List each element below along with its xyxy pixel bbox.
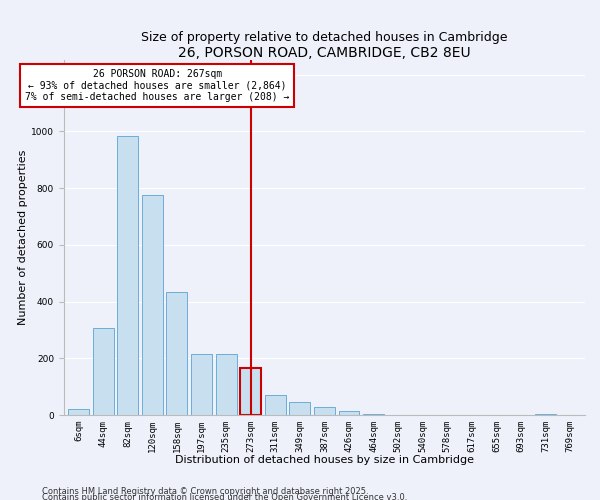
Text: Contains HM Land Registry data © Crown copyright and database right 2025.: Contains HM Land Registry data © Crown c…: [42, 487, 368, 496]
Bar: [314, 406, 335, 415]
X-axis label: Distribution of detached houses by size in Cambridge: Distribution of detached houses by size …: [175, 455, 474, 465]
Bar: [142, 195, 163, 415]
Bar: [363, 414, 384, 415]
Y-axis label: Number of detached properties: Number of detached properties: [19, 150, 28, 326]
Bar: [265, 395, 286, 415]
Text: Contains public sector information licensed under the Open Government Licence v3: Contains public sector information licen…: [42, 492, 407, 500]
Bar: [93, 328, 113, 415]
Bar: [289, 402, 310, 415]
Bar: [215, 354, 236, 415]
Title: 26, PORSON ROAD, CAMBRIDGE, CB2 8EU: 26, PORSON ROAD, CAMBRIDGE, CB2 8EU: [178, 46, 471, 60]
Bar: [535, 414, 556, 415]
Bar: [68, 410, 89, 415]
Bar: [166, 292, 187, 415]
Bar: [118, 136, 138, 415]
Bar: [191, 354, 212, 415]
Bar: [338, 411, 359, 415]
Bar: [240, 368, 261, 415]
Text: Size of property relative to detached houses in Cambridge: Size of property relative to detached ho…: [141, 32, 508, 44]
Text: 26 PORSON ROAD: 267sqm
← 93% of detached houses are smaller (2,864)
7% of semi-d: 26 PORSON ROAD: 267sqm ← 93% of detached…: [25, 69, 289, 102]
